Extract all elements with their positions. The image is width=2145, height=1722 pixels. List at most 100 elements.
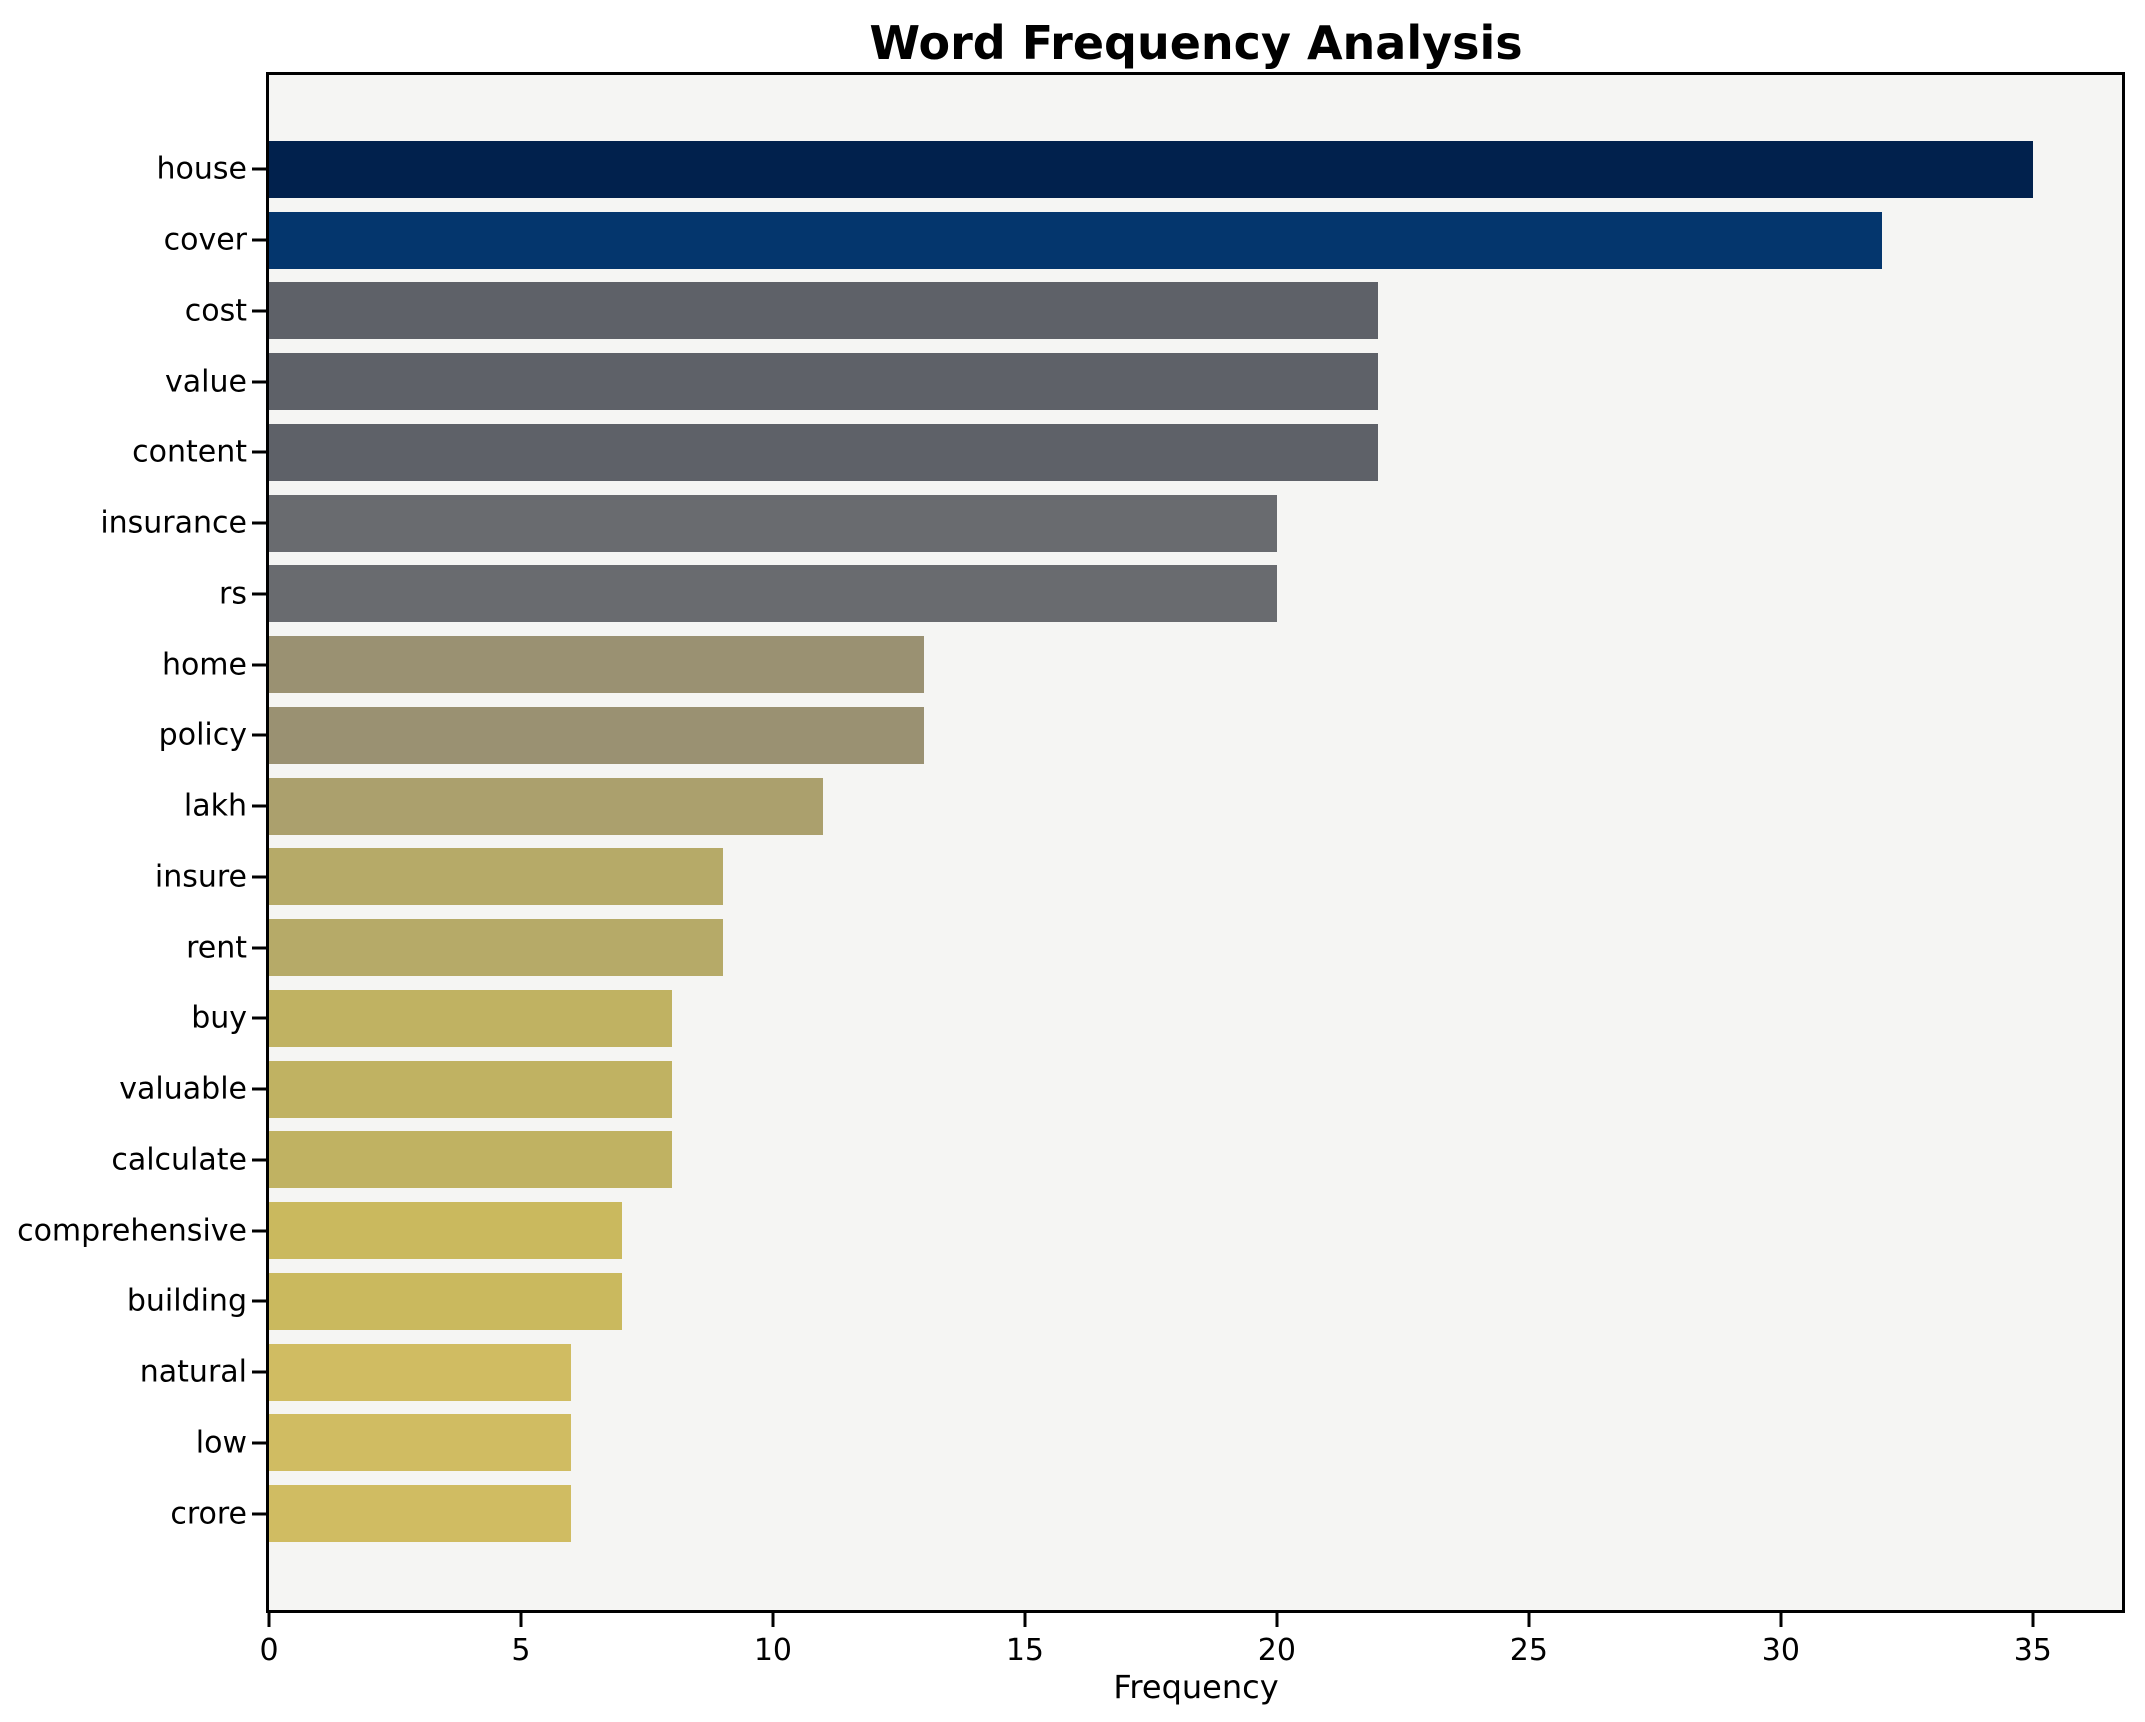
y-axis-label-home: home xyxy=(161,647,247,683)
bar-row-crore: crore xyxy=(170,1478,2122,1549)
y-tick-mark xyxy=(252,309,266,313)
y-tick-mark xyxy=(252,663,266,667)
y-tick-mark xyxy=(252,450,266,454)
bar-row-cost: cost xyxy=(185,276,2122,347)
x-tick-label-10: 10 xyxy=(753,1633,793,1668)
x-tick-mark xyxy=(1023,1613,1027,1627)
y-axis-label-insure: insure xyxy=(154,859,247,895)
y-tick-mark xyxy=(252,167,266,171)
y-tick-mark xyxy=(252,380,266,384)
y-tick-mark xyxy=(252,1158,266,1162)
y-tick-mark xyxy=(252,1441,266,1445)
bars-container: house cover cost value content insurance rs hom… xyxy=(17,134,2122,1549)
bar-row-comprehensive: comprehensive xyxy=(17,1195,2122,1266)
plot-area: house cover cost value content insurance rs hom… xyxy=(17,72,2125,1613)
x-tick-mark xyxy=(771,1613,775,1627)
bar-row-valuable: valuable xyxy=(119,1054,2122,1125)
x-tick-label-30: 30 xyxy=(1761,1633,1800,1668)
bar-policy xyxy=(269,706,925,764)
bar-low xyxy=(269,1414,572,1472)
bar-comprehensive xyxy=(269,1202,622,1260)
bar-row-low: low xyxy=(196,1408,2122,1479)
x-tick-label-0: 0 xyxy=(259,1633,279,1668)
y-axis-label-crore: crore xyxy=(170,1496,247,1532)
x-tick-mark xyxy=(1527,1613,1531,1627)
y-axis-label-comprehensive: comprehensive xyxy=(17,1213,247,1249)
bar-insure xyxy=(269,848,723,906)
bar-row-content: content xyxy=(132,417,2122,488)
bar-row-rent: rent xyxy=(186,912,2122,983)
y-axis-label-insurance: insurance xyxy=(100,505,247,541)
x-tick-label-20: 20 xyxy=(1257,1633,1296,1668)
y-tick-mark xyxy=(252,521,266,525)
y-axis-label-lakh: lakh xyxy=(183,788,247,824)
y-axis-label-buy: buy xyxy=(191,1000,247,1036)
bar-value xyxy=(269,353,1378,411)
x-tick-label-5: 5 xyxy=(511,1633,531,1668)
bar-rent xyxy=(269,919,723,977)
bar-cost xyxy=(269,282,1378,340)
bar-house xyxy=(269,140,2033,198)
bar-row-policy: policy xyxy=(159,700,2122,771)
bar-row-buy: buy xyxy=(191,983,2122,1054)
bar-row-value: value xyxy=(165,346,2122,417)
y-axis-label-cover: cover xyxy=(163,222,247,258)
y-tick-mark xyxy=(252,1087,266,1091)
x-tick-mark xyxy=(2031,1613,2035,1627)
y-tick-mark xyxy=(252,1016,266,1020)
bar-buy xyxy=(269,989,673,1047)
x-axis-title: Frequency xyxy=(1113,1668,1279,1706)
y-axis-label-natural: natural xyxy=(139,1354,247,1390)
y-tick-mark xyxy=(252,1299,266,1303)
bar-row-house: house xyxy=(157,134,2122,205)
bar-row-insure: insure xyxy=(155,842,2122,913)
x-tick-mark xyxy=(267,1613,271,1627)
x-tick-mark xyxy=(519,1613,523,1627)
bar-natural xyxy=(269,1343,572,1401)
y-tick-mark xyxy=(252,946,266,950)
chart-title: Word Frequency Analysis xyxy=(869,16,1523,70)
x-tick-label-25: 25 xyxy=(1509,1633,1548,1668)
bar-lakh xyxy=(269,777,824,835)
y-tick-mark xyxy=(252,804,266,808)
bar-insurance xyxy=(269,494,1277,552)
y-axis-label-low: low xyxy=(195,1425,247,1461)
bar-home xyxy=(269,636,925,694)
y-axis-label-calculate: calculate xyxy=(111,1142,247,1178)
bar-rs xyxy=(269,565,1277,623)
bar-valuable xyxy=(269,1060,673,1118)
y-tick-mark xyxy=(252,875,266,879)
y-tick-mark xyxy=(252,1512,266,1516)
bar-row-building: building xyxy=(127,1266,2122,1337)
y-tick-mark xyxy=(252,1370,266,1374)
bar-row-insurance: insurance xyxy=(100,488,2122,559)
bar-row-natural: natural xyxy=(140,1337,2122,1408)
y-tick-mark xyxy=(252,592,266,596)
bar-row-home: home xyxy=(162,629,2122,700)
y-axis-label-building: building xyxy=(126,1283,247,1319)
bar-row-lakh: lakh xyxy=(184,771,2122,842)
bar-crore xyxy=(269,1485,572,1543)
x-axis: 0 5 10 15 20 25 30 35 xyxy=(259,1613,2122,1713)
x-tick-mark xyxy=(1275,1613,1279,1627)
y-tick-mark xyxy=(252,1229,266,1233)
y-axis-label-house: house xyxy=(156,151,247,187)
y-tick-mark xyxy=(252,238,266,242)
y-axis-label-rent: rent xyxy=(186,930,247,966)
bar-cover xyxy=(269,211,1882,269)
y-axis-label-value: value xyxy=(165,364,247,400)
y-axis-label-policy: policy xyxy=(158,717,247,753)
bar-content xyxy=(269,423,1378,481)
bar-building xyxy=(269,1272,622,1330)
y-axis-label-cost: cost xyxy=(184,293,247,329)
bar-row-rs: rs xyxy=(219,559,2122,630)
x-tick-label-15: 15 xyxy=(1005,1633,1044,1668)
y-axis-label-content: content xyxy=(132,434,247,470)
y-axis-label-rs: rs xyxy=(219,576,247,612)
bar-calculate xyxy=(269,1131,673,1189)
y-tick-mark xyxy=(252,733,266,737)
x-tick-label-35: 35 xyxy=(2013,1633,2052,1668)
bar-row-calculate: calculate xyxy=(111,1125,2122,1196)
x-tick-mark xyxy=(1779,1613,1783,1627)
